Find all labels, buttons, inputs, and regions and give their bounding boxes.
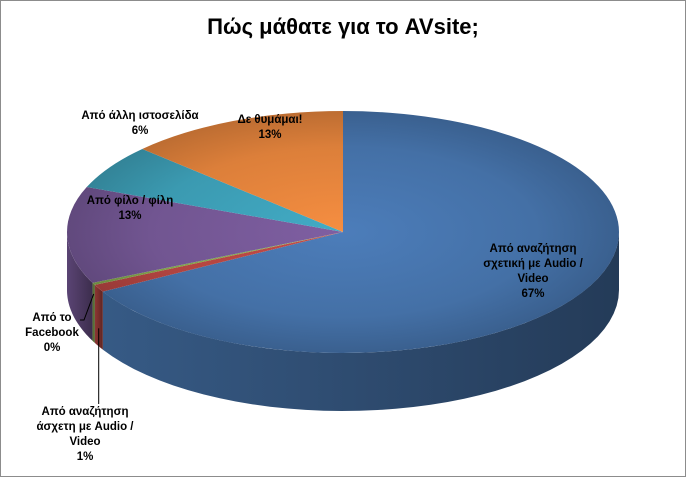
pie-side-1 [94, 284, 103, 350]
slice-label-search-related: Από αναζήτηση σχετική με Audio / Video 6… [483, 243, 583, 300]
slice-label-friend: Από φίλο / φίλη 13% [86, 195, 174, 222]
pie-side-0 [102, 232, 619, 411]
pie-slice-3 [67, 187, 343, 283]
slice-label-search-unrelated: Από αναζήτηση άσχετη με Audio / Video 1% [36, 406, 134, 463]
pie-side-2 [92, 282, 95, 343]
pie-slice-0 [102, 111, 620, 354]
slice-label-facebook: Από το Facebook 0% [25, 312, 79, 354]
leader-line-facebook [80, 293, 95, 321]
pie-slice-5 [142, 111, 343, 232]
pie-slice-2 [92, 232, 343, 285]
pie-slice-1 [94, 232, 343, 292]
slice-label-other-site: Από άλλη ιστοσελίδα 6% [81, 110, 199, 137]
slice-label-dont-remember: Δε θυμάμαι! 13% [237, 114, 303, 141]
pie-slice-4 [86, 148, 343, 232]
chart-title: Πώς μάθατε για το AVsite; [207, 14, 479, 39]
